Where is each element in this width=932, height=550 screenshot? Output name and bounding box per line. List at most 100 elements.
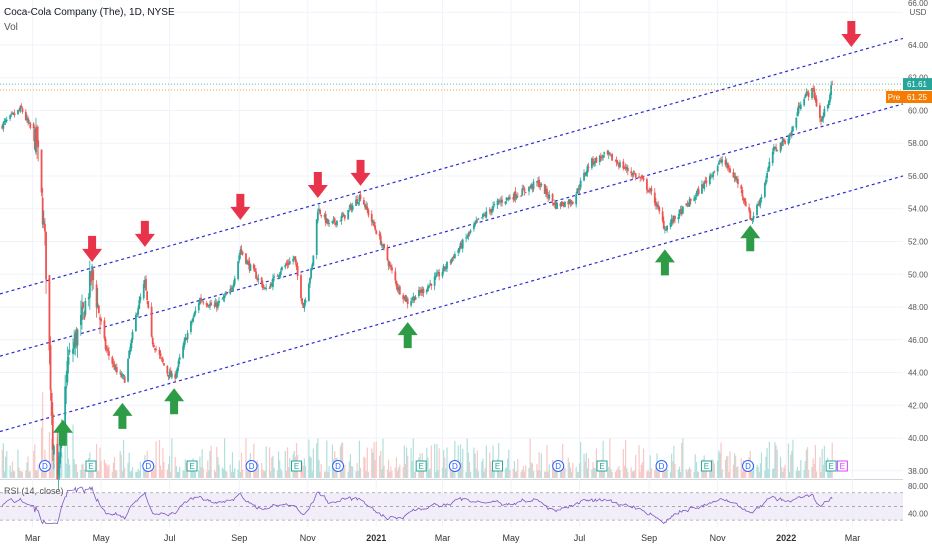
volume-bar [379,455,381,478]
volume-bar [302,465,304,478]
candle-body [450,258,453,263]
volume-bar [380,450,382,478]
candle-body [131,331,134,340]
candle-body [642,177,645,181]
volume-bar [92,467,94,478]
volume-bar [37,464,39,478]
candle-body [758,203,761,204]
volume-bar [412,438,414,478]
candle-body [674,215,676,219]
candle-body [115,367,118,373]
candle-body [386,247,389,261]
volume-bar [202,468,204,478]
volume-bar [512,468,514,478]
volume-bar [18,467,20,478]
candle-body [395,280,398,287]
volume-bar [790,454,792,478]
candle-body [655,201,657,206]
volume-bar [500,471,502,478]
candle-body [578,188,581,190]
candle-body [380,244,383,246]
event-badge-label: D [659,462,665,471]
candle-body [523,188,526,192]
candle-body [606,151,609,155]
candle-body [276,275,279,277]
volume-bar [359,467,362,478]
candle-body [514,191,517,199]
candle-body [238,255,241,261]
volume-bar [539,470,541,478]
volume-bar [139,461,141,478]
volume-bar [831,442,833,478]
volume-bar [467,452,469,478]
volume-bar [388,459,390,478]
candle-body [105,348,108,350]
event-badge-label: E [189,462,194,471]
volume-bar [584,461,586,478]
candle-body [611,154,614,161]
buy-arrow-icon [654,249,675,276]
volume-bar [491,470,493,478]
candle-body [343,215,346,219]
candle-body [577,189,580,191]
candle-body [152,344,155,348]
candle-body [446,262,448,269]
volume-bar [95,444,98,478]
volume-bar [669,471,672,478]
candle-body [653,192,656,204]
volume-bar [548,464,550,478]
candle-body [44,223,46,232]
candle-body [177,360,180,368]
candle-body [168,371,171,378]
volume-bar [504,468,507,478]
candle-body [489,209,492,213]
price-tick-label: 56.00 [908,172,929,181]
candle-body [560,202,563,206]
volume-bar [475,468,477,478]
candle-body [696,189,699,194]
volume-bar [288,466,290,478]
volume-bar [40,427,43,478]
volume-bar [489,452,491,478]
candle-body [111,357,114,364]
candle-body [814,96,817,100]
last-price-tag [903,78,932,91]
volume-bar [721,469,723,478]
volume-bar [405,447,408,478]
volume-bar [805,449,808,478]
volume-bar [120,454,122,478]
candle-body [134,315,137,332]
candle-body [256,279,259,280]
volume-bar [161,469,163,478]
candle-body [114,367,117,369]
currency-label: USD [910,8,927,17]
volume-bar [160,465,162,478]
volume-bar [545,471,547,478]
volume-bar [551,459,554,478]
candle-body [807,92,810,97]
candle-body [357,202,360,205]
volume-bar [279,460,281,478]
candle-body [740,185,743,190]
volume-bar [525,465,527,478]
candle-body [40,149,43,193]
candle-body [2,122,5,129]
candle-body [724,160,727,165]
candle-body [201,300,204,302]
volume-bar [264,471,266,478]
candle-body [632,173,635,175]
sell-arrow-icon [307,171,328,198]
candle-body [687,204,690,207]
candle-body [610,154,612,156]
candle-body [224,293,227,296]
volume-bar [124,467,126,478]
volume-bar [69,464,71,478]
candle-body [230,287,233,289]
volume-bar [201,449,203,478]
candle-body [342,213,345,217]
candle-body [277,275,280,278]
candle-body [498,201,501,203]
candle-body [501,199,503,203]
candle-body [710,174,712,177]
